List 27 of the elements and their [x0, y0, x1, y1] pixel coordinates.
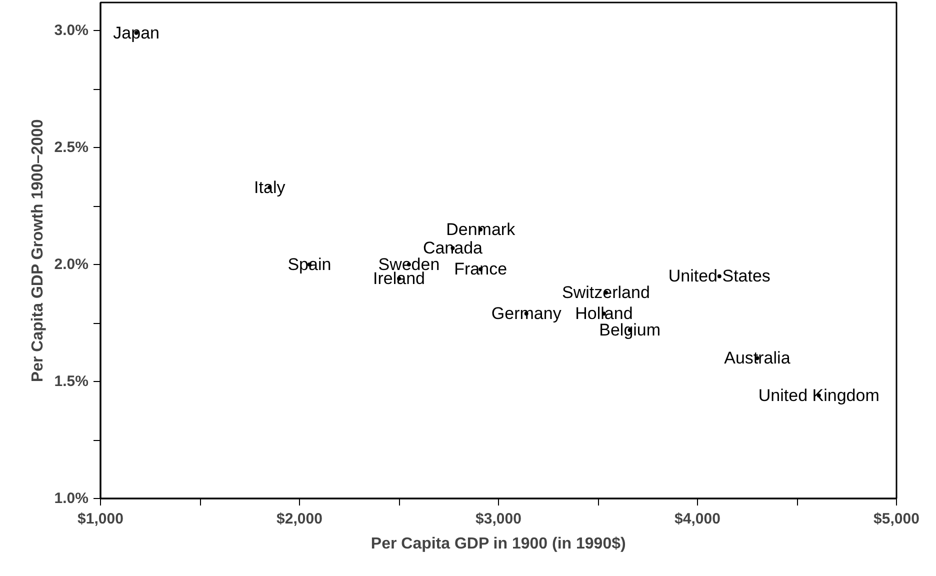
x-tick-label: $4,000	[674, 510, 720, 528]
y-tick-label: 2.5%	[54, 139, 89, 156]
series-label: Denmark	[446, 220, 516, 239]
series-label: Holland	[575, 304, 633, 324]
x-tick-label: $1,000	[78, 510, 124, 528]
point	[717, 274, 722, 278]
x-tick-label: $3,000	[476, 510, 522, 528]
y-tick-label: 2.0%	[54, 256, 89, 274]
x-axis-title: Per Capita GDP in 1900 (in 1990$)	[370, 536, 626, 552]
x-tick-label: $5,000	[874, 510, 920, 528]
x-tick-label: $2,000	[276, 510, 322, 528]
y-tick-label: 1.0%	[54, 490, 89, 507]
series-label: Australia	[724, 348, 791, 368]
series-label: United Kingdom	[758, 386, 880, 406]
y-tick-label: 1.5%	[54, 373, 89, 390]
series-label: Belgium	[599, 320, 661, 340]
series-label: Japan	[113, 23, 160, 42]
series-label: Germany	[491, 304, 562, 324]
series-label: Ireland	[373, 269, 425, 288]
y-tick-label: 3.0%	[54, 22, 89, 40]
series-label: Switzerland	[562, 283, 650, 302]
series-label: United States	[668, 266, 770, 286]
y-axis-title: Per Capita GDP Growth 1900–2000	[29, 119, 46, 382]
series-label: France	[454, 260, 508, 279]
series-label: Spain	[288, 255, 332, 274]
series-label: Canada	[422, 238, 484, 258]
series-label: Italy	[254, 178, 286, 197]
